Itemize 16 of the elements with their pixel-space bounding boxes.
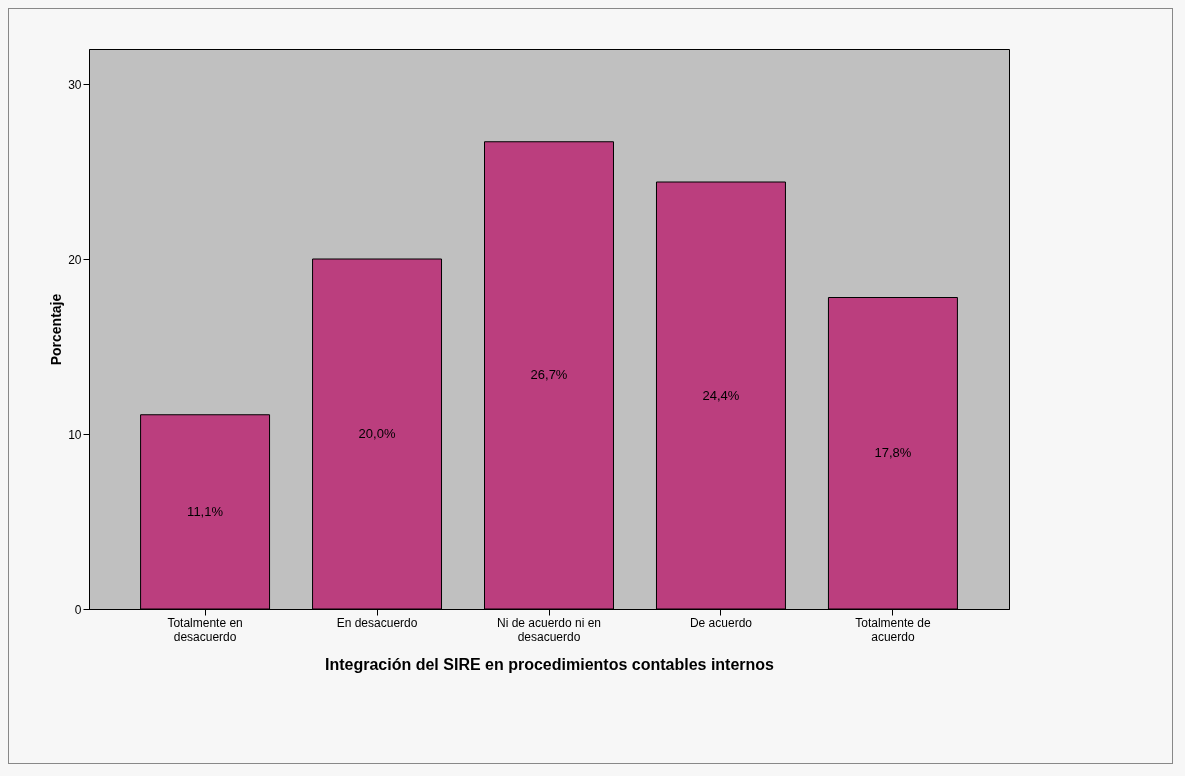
y-axis-title: Porcentaje bbox=[48, 293, 65, 366]
x-tick-label: Totalmente de acuerdo bbox=[855, 615, 931, 644]
data-label: 26,7% bbox=[530, 367, 568, 383]
x-tick-label: En desacuerdo bbox=[336, 615, 418, 630]
x-axis-title: Integración del SIRE en procedimientos contables internos bbox=[325, 655, 775, 673]
x-tick-label: Ni de acuerdo ni en desacuerdo bbox=[496, 615, 602, 644]
data-label: 24,4% bbox=[702, 387, 740, 403]
y-tick-label: 0 bbox=[74, 602, 82, 617]
data-label: 11,1% bbox=[187, 503, 224, 519]
data-label: 17,8% bbox=[874, 445, 912, 461]
y-tick-label: 10 bbox=[68, 427, 82, 442]
y-tick-label: 20 bbox=[68, 252, 82, 267]
y-tick-label: 30 bbox=[68, 77, 82, 92]
x-tick-label: Totalmente en desacuerdo bbox=[167, 615, 243, 644]
x-tick-label: De acuerdo bbox=[689, 615, 753, 630]
data-label: 20,0% bbox=[358, 426, 396, 441]
